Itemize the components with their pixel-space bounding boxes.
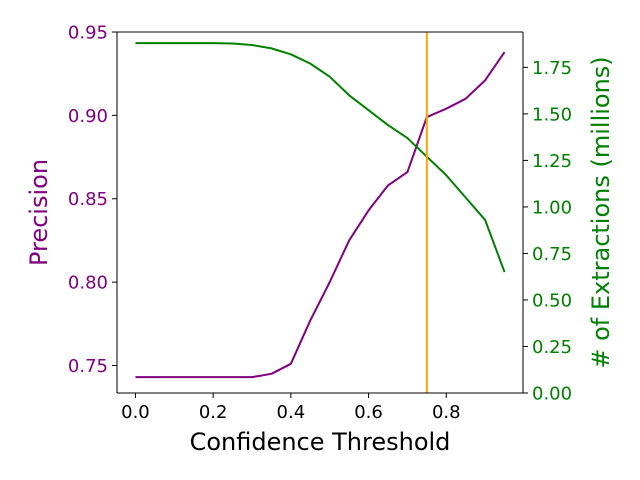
- y-right-tick-label: 1.75: [532, 58, 572, 79]
- x-axis-title: Confidence Threshold: [190, 428, 451, 456]
- y-left-tick-label: 0.90: [68, 106, 108, 127]
- y-left-tick-label: 0.95: [68, 23, 108, 44]
- x-tick-label: 0.6: [354, 402, 383, 423]
- x-tick-label: 0.4: [277, 402, 306, 423]
- labels-layer: 0.0 0.2 0.4 0.6 0.8 0.75 0.80 0.85 0.90 0.95 0.00 0…: [25, 23, 615, 457]
- y-right-tick-label: 1.00: [532, 197, 572, 218]
- y-left-tick-label: 0.85: [68, 189, 108, 210]
- y-right-tick-label: 1.25: [532, 151, 572, 172]
- series-layer: [135, 42, 506, 379]
- y-right-tick-label: 0.25: [532, 337, 572, 358]
- x-tick-label: 0.0: [121, 402, 150, 423]
- y-left-axis-title: Precision: [25, 159, 53, 266]
- y-left-tick-label: 0.80: [68, 273, 108, 294]
- y-right-tick-label: 0.50: [532, 290, 572, 311]
- x-tick-label: 0.8: [432, 402, 461, 423]
- y-right-axis-title: # of Extractions (millions): [587, 56, 615, 368]
- y-right-tick-label: 0.75: [532, 244, 572, 265]
- y-right-tick-label: 1.50: [532, 104, 572, 125]
- axes-layer: [112, 31, 528, 398]
- precision-series-line: [135, 51, 506, 379]
- y-right-tick-label: 0.00: [532, 384, 572, 405]
- y-left-tick-label: 0.75: [68, 356, 108, 377]
- extractions-series-line: [135, 42, 506, 273]
- x-tick-label: 0.2: [199, 402, 228, 423]
